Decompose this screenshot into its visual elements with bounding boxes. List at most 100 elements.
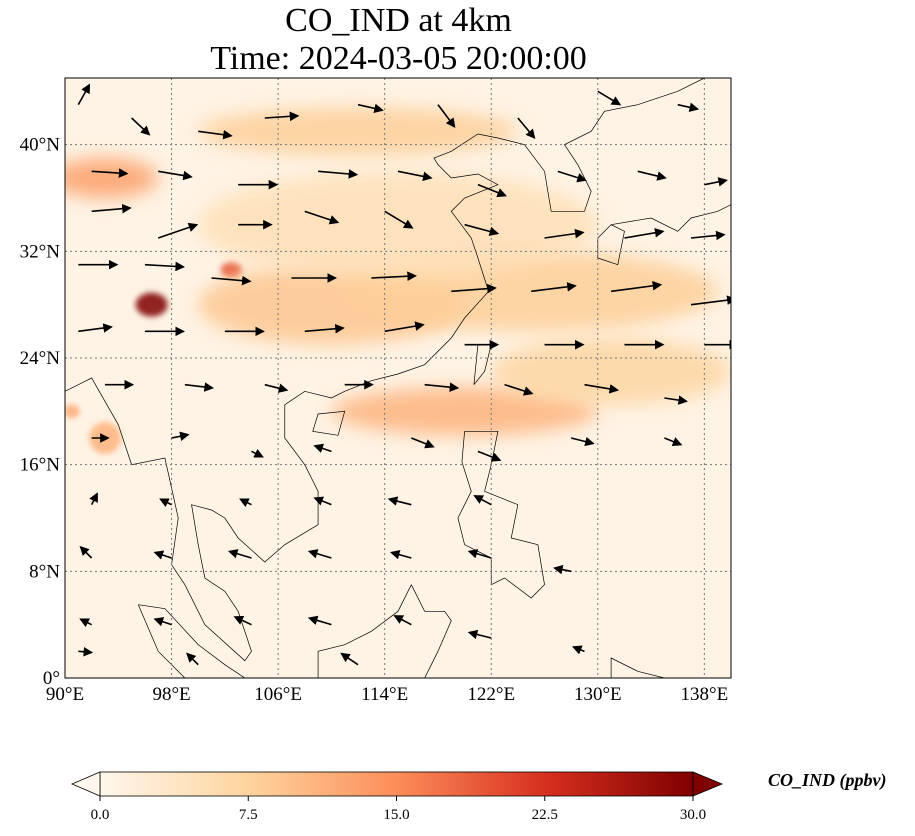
wind-arrow <box>371 271 417 281</box>
wind-arrow <box>357 103 384 114</box>
wind-arrow <box>304 210 340 225</box>
coastline <box>611 204 731 232</box>
colorbar-tick-label: 15.0 <box>383 807 409 823</box>
colorbar-extend-max <box>692 771 724 797</box>
co-plume <box>65 404 80 418</box>
wind-arrow <box>473 495 492 506</box>
wind-arrow <box>171 431 190 441</box>
wind-arrow <box>318 169 359 179</box>
wind-arrow <box>186 652 199 666</box>
colorbar: 0.0 7.5 15.0 22.5 30.0 <box>70 771 724 823</box>
wind-arrow <box>451 283 497 294</box>
wind-arrow <box>467 549 492 559</box>
wind-arrow <box>677 102 700 113</box>
wind-arrow <box>157 222 199 239</box>
colorbar-tick-label: 7.5 <box>239 807 258 823</box>
x-tick-label: 114°E <box>361 684 408 705</box>
co-plume <box>331 387 598 436</box>
wind-arrow <box>233 616 252 626</box>
wind-arrow <box>91 203 132 214</box>
x-tick-label: 122°E <box>467 684 515 705</box>
wind-arrow <box>307 615 332 626</box>
co-plume <box>491 338 731 405</box>
wind-arrow <box>153 617 172 627</box>
co-plume <box>65 158 159 198</box>
co-plume <box>198 107 518 156</box>
coastline <box>317 584 452 678</box>
coastline <box>610 657 665 678</box>
wind-arrow <box>227 549 252 559</box>
y-tick-label: 8°N <box>29 561 60 582</box>
wind-arrow <box>597 90 622 106</box>
chart-subtitle: Time: 2024-03-05 20:00:00 <box>210 40 587 77</box>
y-tick-label: 24°N <box>20 348 61 369</box>
wind-arrow <box>79 618 92 628</box>
coastline <box>597 224 625 266</box>
wind-arrow <box>531 282 577 293</box>
wind-arrow <box>89 492 98 506</box>
wind-arrow <box>239 498 252 508</box>
wind-arrow <box>264 383 289 393</box>
wind-arrow <box>504 383 534 396</box>
wind-arrow <box>570 436 595 447</box>
wind-arrow <box>158 170 193 181</box>
colorbar-gradient <box>99 771 694 797</box>
colorbar-extend-min <box>70 771 101 797</box>
co-plume <box>198 171 598 278</box>
wind-arrow <box>211 275 252 286</box>
wind-arrow <box>424 382 460 392</box>
wind-arrow <box>340 652 359 666</box>
wind-arrow <box>571 645 585 655</box>
wind-arrow <box>553 564 572 575</box>
wind-arrow <box>184 382 214 392</box>
wind-arrow <box>611 281 663 293</box>
coastline <box>312 410 346 436</box>
wind-arrow <box>307 549 332 559</box>
wind-arrow <box>664 395 688 405</box>
wind-arrow <box>78 323 113 333</box>
wind-arrow <box>637 170 667 181</box>
wind-arrow <box>584 383 620 394</box>
wind-arrow <box>411 437 435 449</box>
colorbar-label: CO_IND (ppbv) <box>768 770 887 790</box>
wind-arrow <box>144 261 186 272</box>
x-tick-label: 106°E <box>254 684 302 705</box>
wind-arrow <box>384 210 414 229</box>
wind-arrow <box>477 183 507 198</box>
wind-arrow <box>389 550 412 560</box>
co-plume <box>220 262 243 278</box>
wind-arrow <box>313 443 332 453</box>
wind-arrow <box>77 83 91 106</box>
y-tick-label: 16°N <box>20 455 61 476</box>
wind-arrow <box>393 615 412 626</box>
y-tick-label: 40°N <box>20 135 61 156</box>
wind-arrow <box>704 177 728 187</box>
wind-arrow <box>264 111 300 122</box>
wind-arrow <box>690 295 731 306</box>
wind-arrow <box>690 230 726 241</box>
wind-arrow <box>304 323 345 334</box>
x-tick-label: 138°E <box>681 684 729 705</box>
wind-arrow <box>544 228 585 239</box>
wind-arrow <box>517 117 536 140</box>
coastline <box>137 604 246 678</box>
wind-arrow <box>198 129 233 140</box>
wind-arrow <box>557 170 587 183</box>
colorbar-tick-label: 30.0 <box>680 807 706 823</box>
wind-arrow <box>664 437 683 447</box>
wind-arrow <box>159 498 172 508</box>
wind-arrow <box>467 629 492 640</box>
y-tick-label: 0° <box>43 668 60 689</box>
chart-title: CO_IND at 4km <box>285 2 512 39</box>
wind-arrow <box>477 450 502 462</box>
co-plume <box>135 292 168 317</box>
wind-arrow <box>437 104 456 128</box>
wind-arrow <box>387 496 412 506</box>
y-tick-label: 32°N <box>20 241 61 262</box>
wind-arrow <box>384 321 425 333</box>
x-tick-label: 90°E <box>46 684 84 705</box>
colorbar-tick-label: 0.0 <box>91 807 110 823</box>
wind-arrow <box>251 448 264 458</box>
x-tick-label: 98°E <box>152 684 190 705</box>
